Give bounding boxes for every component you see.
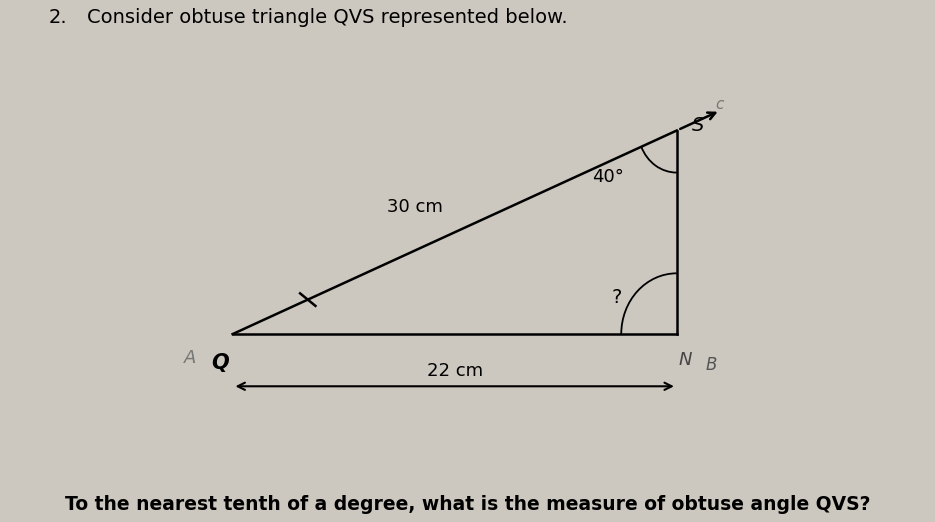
Text: Consider obtuse triangle QVS represented below.: Consider obtuse triangle QVS represented… [87,8,568,27]
Text: N: N [679,351,692,369]
Text: c: c [715,97,724,112]
Text: To the nearest tenth of a degree, what is the measure of obtuse angle QVS?: To the nearest tenth of a degree, what i… [65,495,870,514]
Text: 2.: 2. [49,8,67,27]
Text: 40°: 40° [593,169,625,186]
Text: S: S [692,116,704,135]
Text: 22 cm: 22 cm [426,362,482,379]
Text: A: A [183,349,196,366]
Text: ?: ? [611,288,622,307]
Text: Q: Q [211,353,229,373]
Text: 30 cm: 30 cm [387,198,443,216]
Text: B: B [705,357,716,374]
